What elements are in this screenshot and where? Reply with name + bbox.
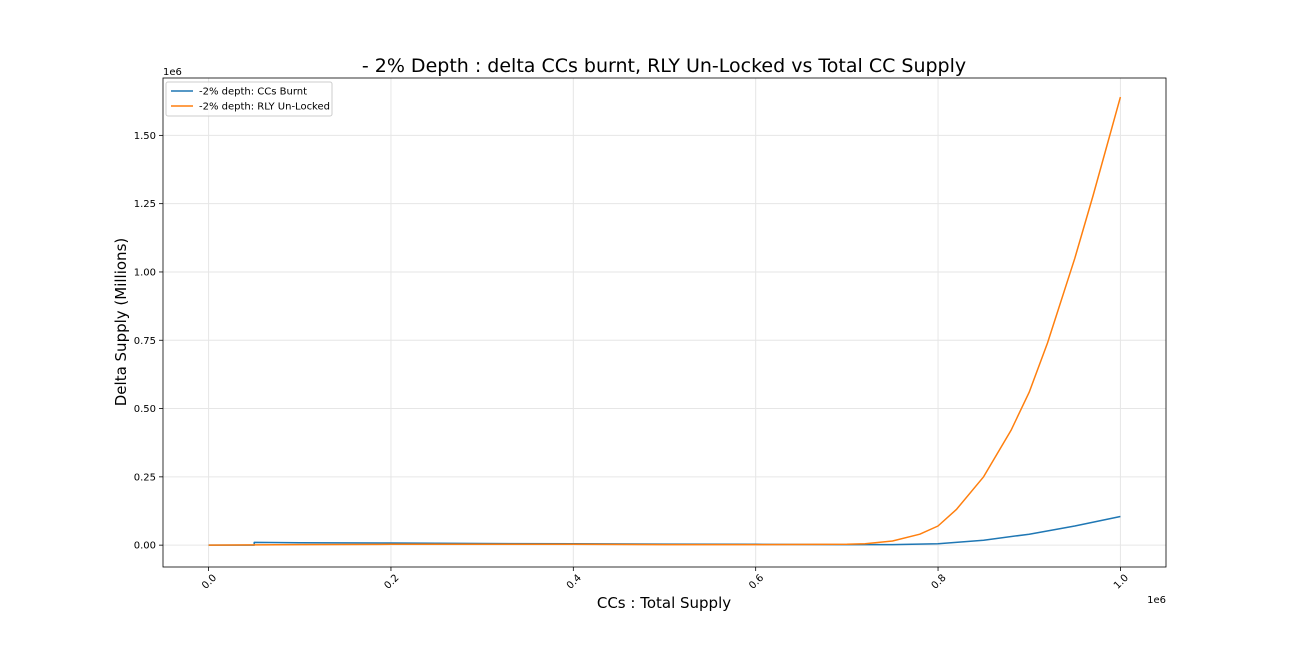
y-tick-label: 0.00	[134, 541, 156, 552]
legend-box	[165, 81, 333, 117]
y-tick-label: 1.25	[134, 199, 156, 210]
y-axis-label: Delta Supply (Millions)	[112, 238, 130, 407]
x-tick-label: 0.0	[200, 573, 219, 592]
x-tick-label: 0.8	[930, 573, 949, 592]
y-tick-label: 0.25	[134, 472, 156, 483]
y-tick-label: 0.50	[134, 404, 156, 415]
series-line-1	[208, 515, 1121, 546]
x-tick-label: 1.0	[1112, 573, 1131, 592]
legend: -2% depth: CCs Burnt -2% depth: RLY Un-Lo…	[165, 81, 333, 117]
x-ticks: 0.0 0.2 0.4 0.6 0.8 1.0	[200, 567, 1131, 592]
series-lines	[208, 96, 1122, 546]
plot-frame	[162, 77, 1167, 568]
legend-label-2: -2% depth: RLY Un-Locked	[199, 102, 330, 113]
y-tick-label: 1.00	[134, 267, 156, 278]
legend-label-1: -2% depth: CCs Burnt	[199, 87, 307, 98]
x-axis-label: CCs : Total Supply	[597, 594, 731, 612]
x-offset-label: 1e6	[1147, 595, 1166, 606]
y-tick-label: 1.50	[134, 131, 156, 142]
x-tick-label: 0.4	[565, 573, 584, 592]
series-line-2	[208, 96, 1122, 546]
x-tick-label: 0.6	[747, 573, 766, 592]
y-ticks: 0.00 0.25 0.50 0.75 1.00 1.25 1.50	[134, 131, 163, 552]
y-tick-label: 0.75	[134, 336, 156, 347]
chart-title: - 2% Depth : delta CCs burnt, RLY Un-Loc…	[362, 55, 966, 77]
grid	[163, 78, 1166, 567]
x-tick-label: 0.2	[383, 573, 402, 592]
y-offset-label: 1e6	[163, 67, 182, 78]
